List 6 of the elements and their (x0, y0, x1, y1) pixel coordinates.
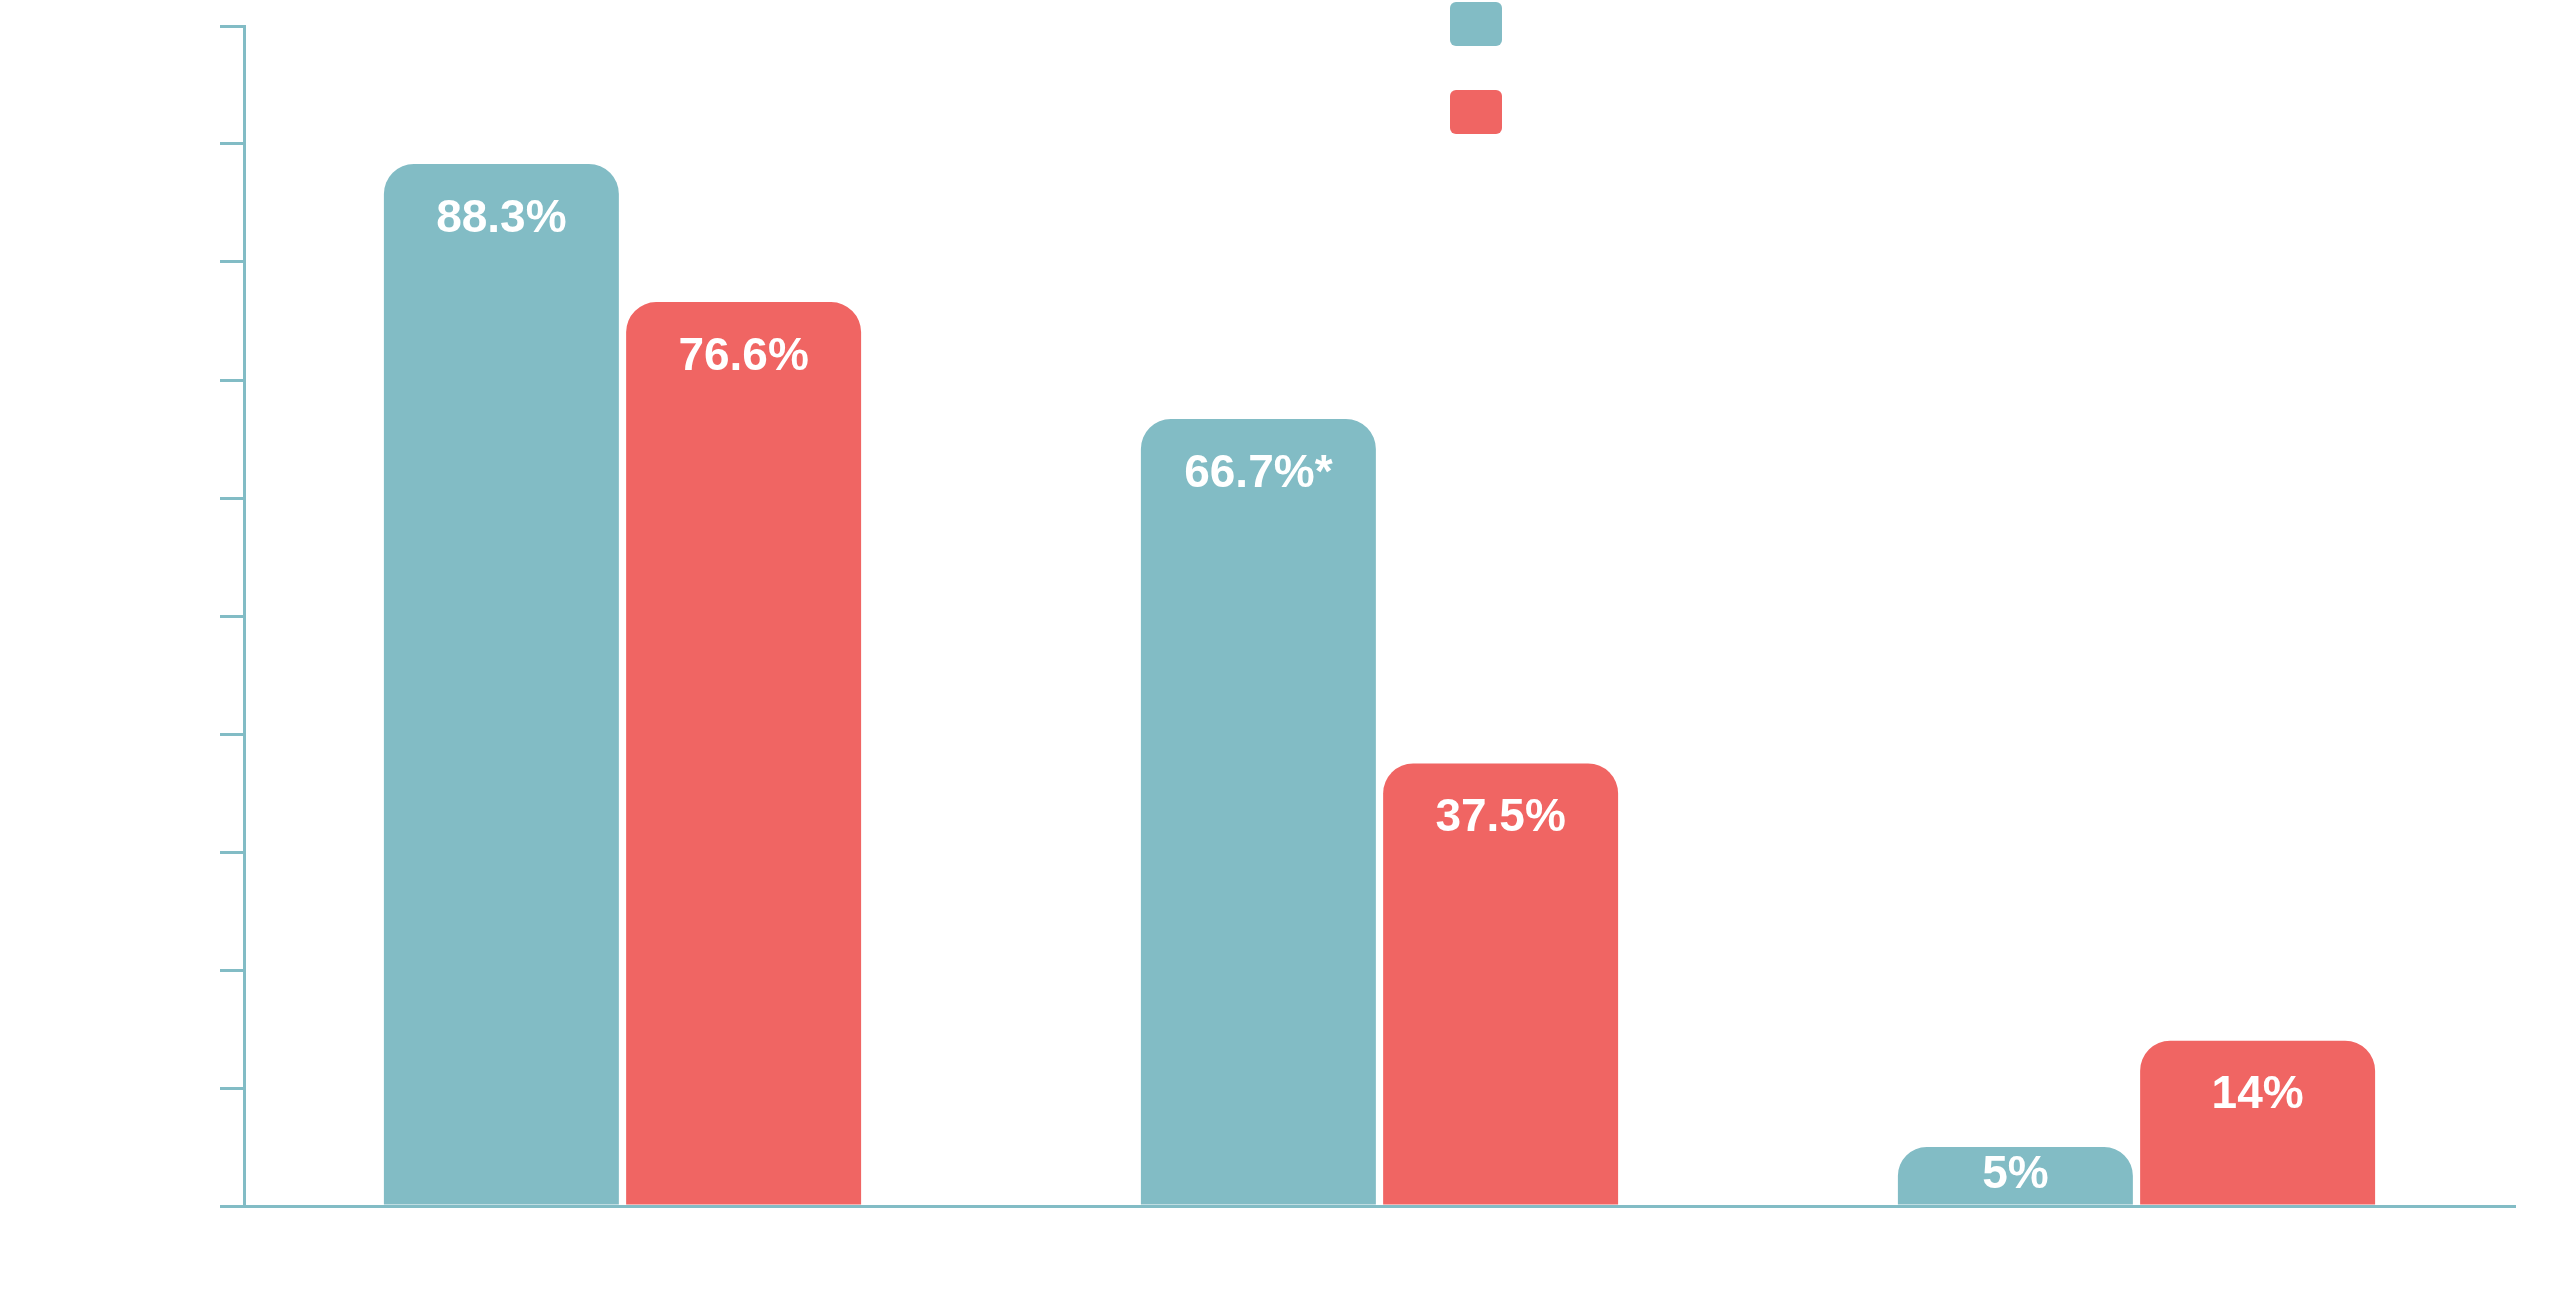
data-label: 5% (1982, 1146, 2049, 1199)
data-label: 37.5% (1435, 789, 1566, 842)
data-label: 76.6% (678, 327, 809, 380)
data-label: 88.3% (436, 189, 567, 242)
data-label: 66.7%* (1184, 444, 1333, 497)
data-label: 14% (2211, 1066, 2304, 1119)
